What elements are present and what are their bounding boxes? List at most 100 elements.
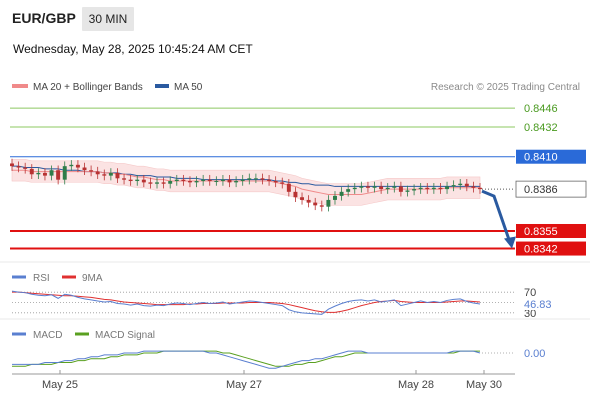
candle-body [194,181,199,183]
candle-body [471,186,476,188]
level-tag-pivot [516,149,586,164]
rsi-level-label-30: 30 [524,308,536,320]
timeframe-badge[interactable] [82,7,134,31]
candle-body [49,170,54,176]
research-credit: Research © 2025 Trading Central [431,82,580,93]
candle-body [365,186,370,188]
macd-panel: 0.00 [12,348,545,369]
candle-body [29,168,34,175]
candle-body [313,202,318,206]
level-label-resistance-2: 0.8446 [524,103,558,115]
candle-body [36,172,41,175]
level-tag-text-pivot: 0.8410 [524,152,558,164]
candle-body [141,179,146,183]
candle-body [247,178,252,180]
rsi-panel: 70503046.83 [11,287,560,320]
candle-body [201,179,206,182]
rsi-current-value: 46.83 [524,299,552,311]
candle-body [286,183,291,192]
candle-body [155,182,159,184]
level-tag-support-1 [516,223,586,238]
candle-body [273,181,278,183]
forecast-arrow-shaft [481,189,512,244]
level-tag-text-support-1: 0.8355 [524,226,558,238]
candle-body [478,187,482,190]
candle-body [115,172,120,179]
candle-body [425,187,430,190]
rsi-line [11,290,481,315]
current-price-tag [515,180,587,198]
candle-body [346,189,351,192]
candle-body [187,181,192,183]
candle-body [95,171,100,175]
candle-body [214,181,219,183]
candle-body [431,187,436,190]
candle-body [385,187,390,190]
pair-title: EUR/GBP [12,10,76,26]
candle-body [326,199,331,207]
candle-body [23,167,28,169]
candle-body [306,199,311,203]
candle-body [148,182,153,184]
ma20-legend-label: MA 20 + Bollinger Bands [33,82,143,93]
bollinger-band [11,159,481,206]
candle-body [300,197,305,200]
candle-body [339,191,344,196]
rsi-legend-label: RSI [33,273,50,284]
candle-body [10,163,14,167]
candle-body [333,195,337,200]
candle-body [108,172,113,176]
candle-body [168,181,173,184]
candle-body [62,166,67,180]
candle-body [352,187,357,190]
candle-body [207,179,212,182]
rsi-ma-legend-label: 9MA [82,273,103,284]
candle-body [392,186,397,188]
timeframe-label: 30 MIN [89,12,128,26]
candle-body [418,187,423,190]
rsi-current-bg [518,297,560,310]
macd-zero-label: 0.00 [524,348,545,360]
candle-body [181,179,186,182]
candle-body [69,164,74,167]
candle-body [405,190,410,192]
x-tick-label: May 28 [398,379,434,391]
bollinger-fill [11,159,481,206]
level-label-resistance-1: 0.8432 [524,122,558,134]
candle-body [128,179,133,182]
rsi-ma-line [12,291,481,313]
macd-line [12,350,481,369]
level-tag-text-support-2: 0.8342 [524,244,558,256]
candle-body [56,170,61,180]
candle-body [438,187,443,190]
price-levels [10,107,515,250]
candle-body [458,183,463,186]
macd-legend-label: MACD [33,330,62,341]
candle-body [89,170,94,172]
candle-body [372,186,377,188]
datetime-label: Wednesday, May 28, 2025 10:45:24 AM CET [13,42,253,56]
candle-body [122,178,127,180]
level-tags: 0.8446 0.8432 0.8410 0.8355 0.8342 0.8386 [515,103,587,256]
candle-body [227,179,232,183]
candle-body [359,186,364,188]
candle-body [234,181,239,183]
rsi-level-label-70: 70 [524,287,536,299]
candle-body [280,182,285,184]
candle-body [379,186,384,190]
candle-body [293,191,298,198]
candle-body [253,178,258,180]
candle-body [260,178,265,180]
candle-body [82,167,87,171]
candle-body [412,189,417,191]
candle-body [445,186,450,190]
candle-body [161,182,166,184]
candle-body [464,183,469,187]
candle-body [220,179,225,182]
candle-body [102,174,107,176]
candle-body [135,179,140,182]
x-tick-label: May 27 [226,379,262,391]
x-tick-label: May 30 [466,379,502,391]
